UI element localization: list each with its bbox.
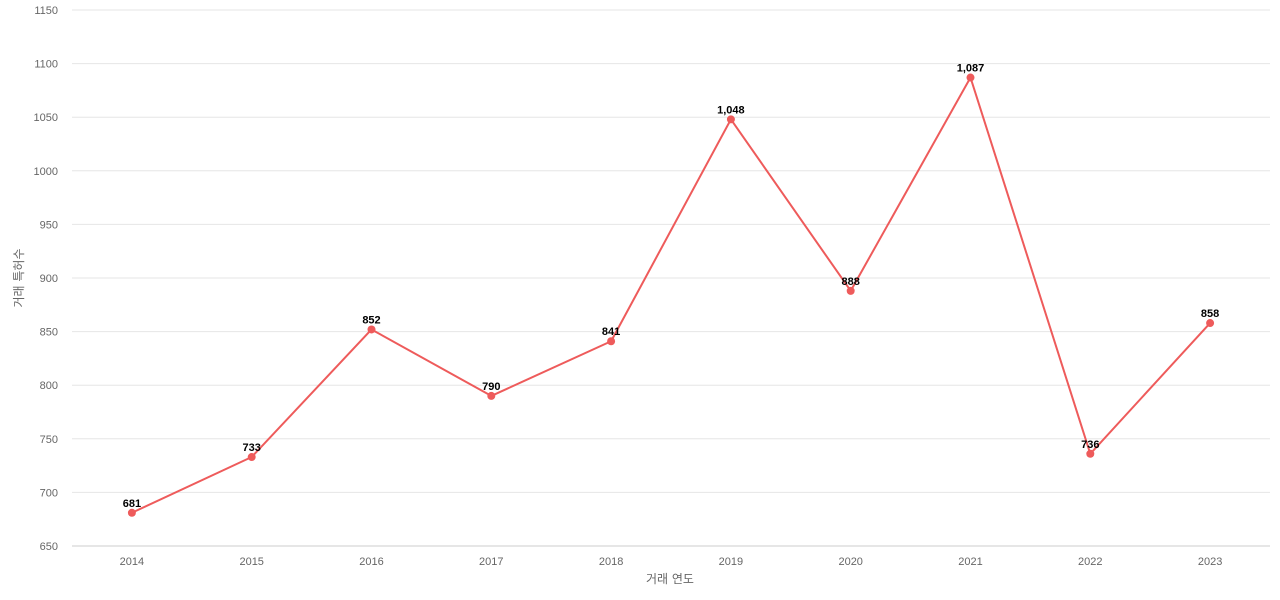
data-point[interactable] (726, 115, 735, 124)
y-tick-label: 750 (40, 434, 58, 446)
x-tick-label: 2016 (359, 556, 383, 568)
data-label: 852 (362, 314, 380, 326)
series-layer (127, 73, 1215, 517)
y-tick-label: 850 (40, 327, 58, 339)
x-tick-label: 2014 (120, 556, 144, 568)
data-label: 888 (842, 276, 860, 288)
y-tick-label: 1000 (34, 166, 58, 178)
data-label: 858 (1201, 308, 1219, 320)
y-tick-label: 650 (40, 541, 58, 553)
y-tick-label: 700 (40, 487, 58, 499)
x-tick-label: 2023 (1198, 556, 1222, 568)
data-label: 681 (123, 498, 141, 510)
x-tick-label: 2020 (838, 556, 862, 568)
data-point[interactable] (127, 508, 136, 517)
x-tick-label: 2019 (719, 556, 743, 568)
data-label: 733 (243, 442, 261, 454)
y-tick-label: 950 (40, 219, 58, 231)
data-label: 841 (602, 326, 620, 338)
data-point[interactable] (1086, 449, 1095, 458)
data-point[interactable] (966, 73, 975, 82)
y-tick-label: 1100 (34, 59, 58, 71)
data-point[interactable] (367, 325, 376, 334)
data-point[interactable] (247, 453, 256, 462)
x-tick-label: 2018 (599, 556, 623, 568)
y-axis-ticks: 650 700 750 800 850 900 950 1000 1050 1100 1150 (34, 5, 58, 553)
data-point[interactable] (846, 286, 855, 295)
x-tick-label: 2022 (1078, 556, 1102, 568)
y-axis-title: 거래 특허수 (12, 248, 26, 307)
x-tick-label: 2017 (479, 556, 503, 568)
y-tick-label: 1050 (34, 112, 58, 124)
data-label: 1,048 (717, 104, 745, 116)
x-tick-label: 2021 (958, 556, 982, 568)
data-labels: 681 733 852 790 841 1,048 888 1,087 736 858 (123, 63, 1220, 510)
y-tick-label: 800 (40, 380, 58, 392)
x-tick-label: 2015 (239, 556, 263, 568)
data-point[interactable] (487, 391, 496, 400)
data-label: 1,087 (957, 63, 985, 75)
data-point[interactable] (607, 337, 616, 346)
y-tick-label: 1150 (34, 5, 58, 17)
data-label: 790 (482, 381, 500, 393)
series-line (131, 76, 1211, 514)
data-point[interactable] (1206, 319, 1215, 328)
x-axis-title: 거래 연도 (646, 572, 694, 586)
x-axis-ticks: 2014 2015 2016 2017 2018 2019 2020 2021 2022 2023 (120, 556, 1223, 568)
data-label: 736 (1081, 439, 1099, 451)
grid (72, 9, 1270, 547)
y-tick-label: 900 (40, 273, 58, 285)
